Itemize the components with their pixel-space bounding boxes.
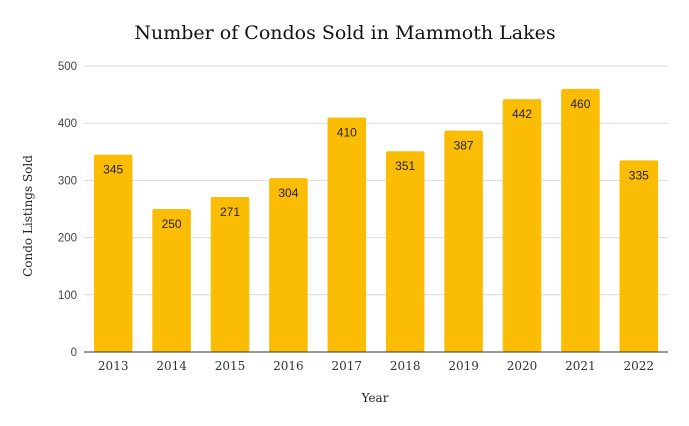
bar <box>269 178 308 352</box>
chart-title: Number of Condos Sold in Mammoth Lakes <box>134 22 555 44</box>
x-tick-label: 2014 <box>156 359 187 373</box>
data-label: 442 <box>512 107 532 121</box>
bar <box>210 196 250 352</box>
data-label: 271 <box>220 205 240 219</box>
y-tick-label: 500 <box>58 61 77 73</box>
bar <box>619 160 659 352</box>
x-tick-label: 2015 <box>215 359 246 373</box>
data-label: 345 <box>103 163 123 177</box>
data-labels: 345 250 271 304 410 351 387 442 460 335 <box>103 97 649 231</box>
bar <box>93 154 133 352</box>
x-axis-title: Year <box>361 391 389 405</box>
y-tick-label: 300 <box>58 175 77 187</box>
x-tick-label: 2020 <box>507 359 538 373</box>
data-label: 460 <box>570 97 590 111</box>
data-label: 410 <box>337 125 357 139</box>
y-axis-ticks: 0 100 200 300 400 500 <box>58 61 77 359</box>
y-axis-title: Condo Listings Sold <box>21 155 35 277</box>
bar <box>327 117 367 352</box>
x-tick-label: 2013 <box>98 359 129 373</box>
x-tick-label: 2019 <box>448 359 479 373</box>
bar <box>444 130 483 352</box>
bar <box>502 99 542 353</box>
x-axis-ticks: 2013 2014 2015 2016 2017 2018 2019 2020 2021 2022 <box>98 359 654 373</box>
data-label: 351 <box>395 159 415 173</box>
bar <box>152 209 191 352</box>
data-label: 387 <box>454 139 474 153</box>
x-tick-label: 2022 <box>624 359 655 373</box>
y-tick-label: 200 <box>58 233 77 245</box>
x-tick-label: 2018 <box>390 359 421 373</box>
data-label: 250 <box>162 217 182 231</box>
bars <box>93 88 659 353</box>
bar <box>561 88 600 352</box>
data-label: 335 <box>629 168 649 182</box>
y-tick-label: 400 <box>58 118 77 130</box>
y-tick-label: 0 <box>71 347 77 359</box>
x-tick-label: 2017 <box>332 359 363 373</box>
x-tick-label: 2016 <box>273 359 304 373</box>
x-tick-label: 2021 <box>565 359 596 373</box>
data-label: 304 <box>278 186 298 200</box>
y-tick-label: 100 <box>58 290 77 302</box>
bar <box>385 151 425 352</box>
